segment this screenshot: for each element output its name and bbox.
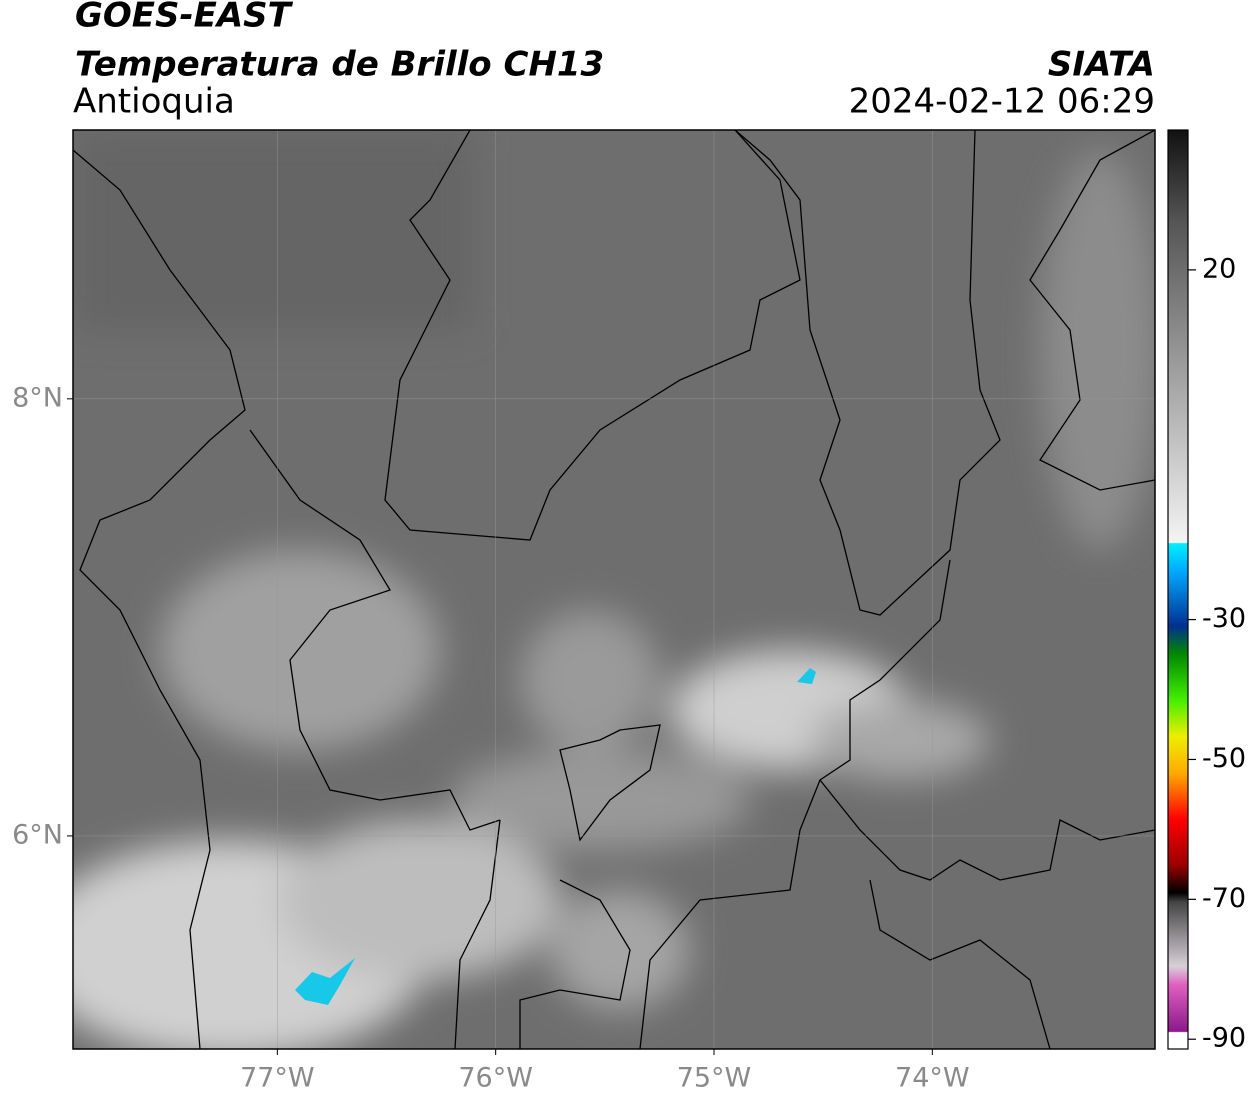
map-frame (72, 129, 1156, 1050)
colorbar-tick-label: -90 (1202, 1023, 1246, 1054)
datetime: 2024-02-12 06:29 (849, 82, 1155, 122)
x-tick-label: 76°W (458, 1063, 533, 1094)
colorbar-tick-label: -70 (1202, 883, 1246, 914)
y-tick-label: 6°N (12, 819, 63, 850)
x-tick-label: 75°W (677, 1063, 752, 1094)
colorbar-tick-label: 20 (1202, 253, 1236, 284)
colorbar-tick-label: -50 (1202, 743, 1246, 774)
grid (73, 130, 1155, 1049)
source: SIATA (1048, 45, 1155, 85)
colorbar-tick-label: -30 (1202, 603, 1246, 634)
y-tick-label: 8°N (12, 382, 63, 413)
subtitle: Temperatura de Brillo CH13 (75, 45, 604, 85)
x-tick-label: 74°W (895, 1063, 970, 1094)
satellite-image (73, 130, 1155, 1049)
x-tick-label: 77°W (240, 1063, 315, 1094)
colorbar (1167, 129, 1189, 1050)
region: Antioquia (73, 82, 235, 122)
title: GOES-EAST (75, 0, 294, 36)
